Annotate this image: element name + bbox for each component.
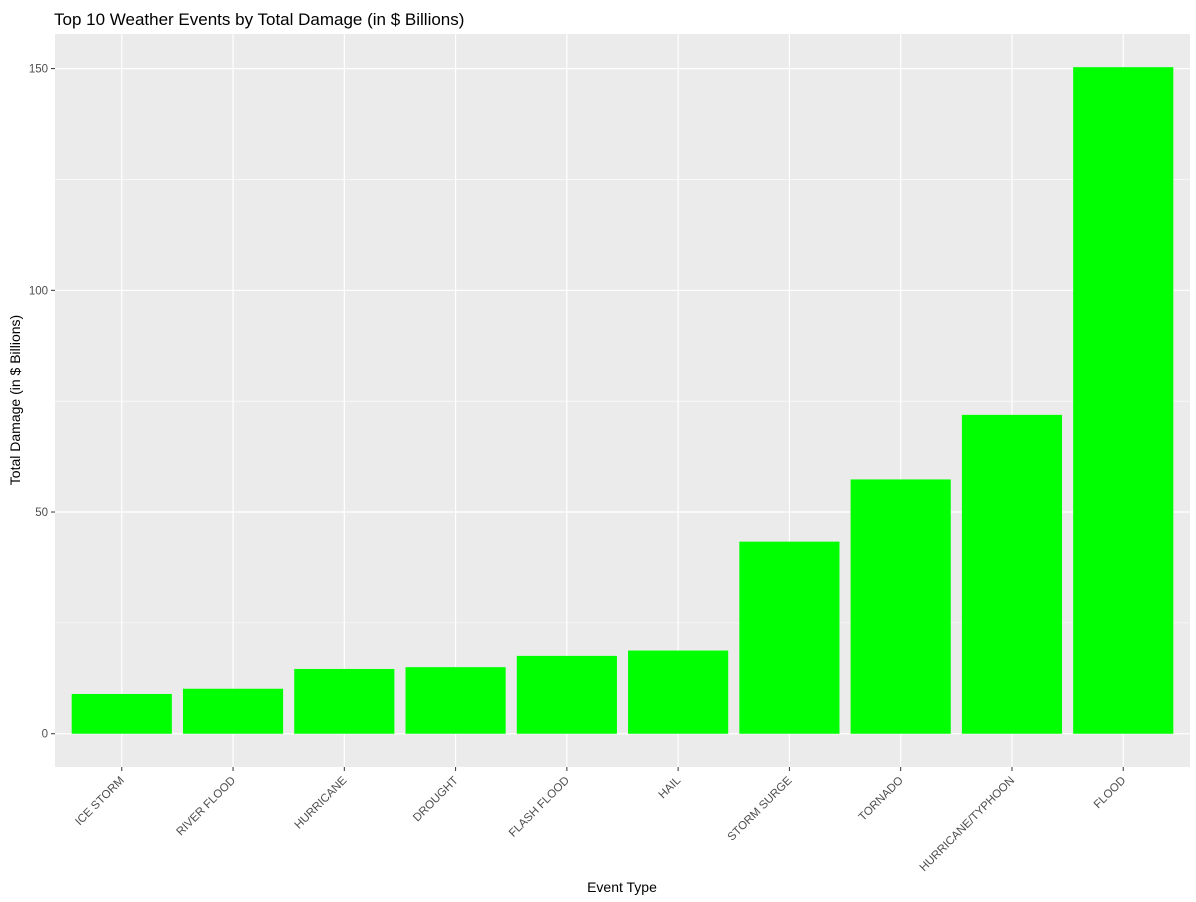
x-tick-label: FLASH FLOOD	[507, 775, 572, 840]
bar-hurricane-typhoon	[961, 414, 1063, 734]
bar-flood	[1073, 67, 1174, 734]
y-tick-label: 50	[35, 507, 48, 519]
x-axis-title: Event Type	[587, 879, 657, 895]
x-tick-label: TORNADO	[857, 775, 906, 824]
bar-storm-surge	[739, 541, 840, 734]
bars	[71, 67, 1174, 734]
y-axis-title: Total Damage (in $ Billions)	[7, 315, 23, 485]
bar-tornado	[850, 479, 951, 734]
x-axis: ICE STORM RIVER FLOOD HURRICANE DROUGHT FLAS…	[73, 767, 1128, 874]
x-tick-label: DROUGHT	[411, 775, 461, 825]
x-tick-label: HAIL	[657, 774, 684, 801]
x-tick-label: FLOOD	[1092, 775, 1129, 812]
x-tick-label: HURRICANE/TYPHOON	[918, 775, 1017, 874]
bar-river-flood	[182, 688, 284, 734]
y-axis: 0 50 100 150	[29, 64, 55, 741]
bar-flash-flood	[516, 655, 617, 734]
bar-hail	[628, 650, 729, 734]
major-grid	[55, 34, 1190, 767]
y-tick-label: 100	[29, 285, 48, 297]
x-tick-label: ICE STORM	[73, 775, 127, 829]
bar-ice-storm	[71, 693, 172, 734]
y-tick-label: 0	[42, 729, 48, 741]
bar-hurricane	[294, 668, 395, 734]
x-tick-label: HURRICANE	[293, 774, 350, 831]
x-tick-label: RIVER FLOOD	[175, 775, 239, 839]
y-tick-label: 150	[29, 64, 48, 76]
bar-drought	[405, 667, 506, 734]
x-tick-label: STORM SURGE	[726, 774, 795, 843]
chart-title: Top 10 Weather Events by Total Damage (i…	[54, 10, 464, 29]
